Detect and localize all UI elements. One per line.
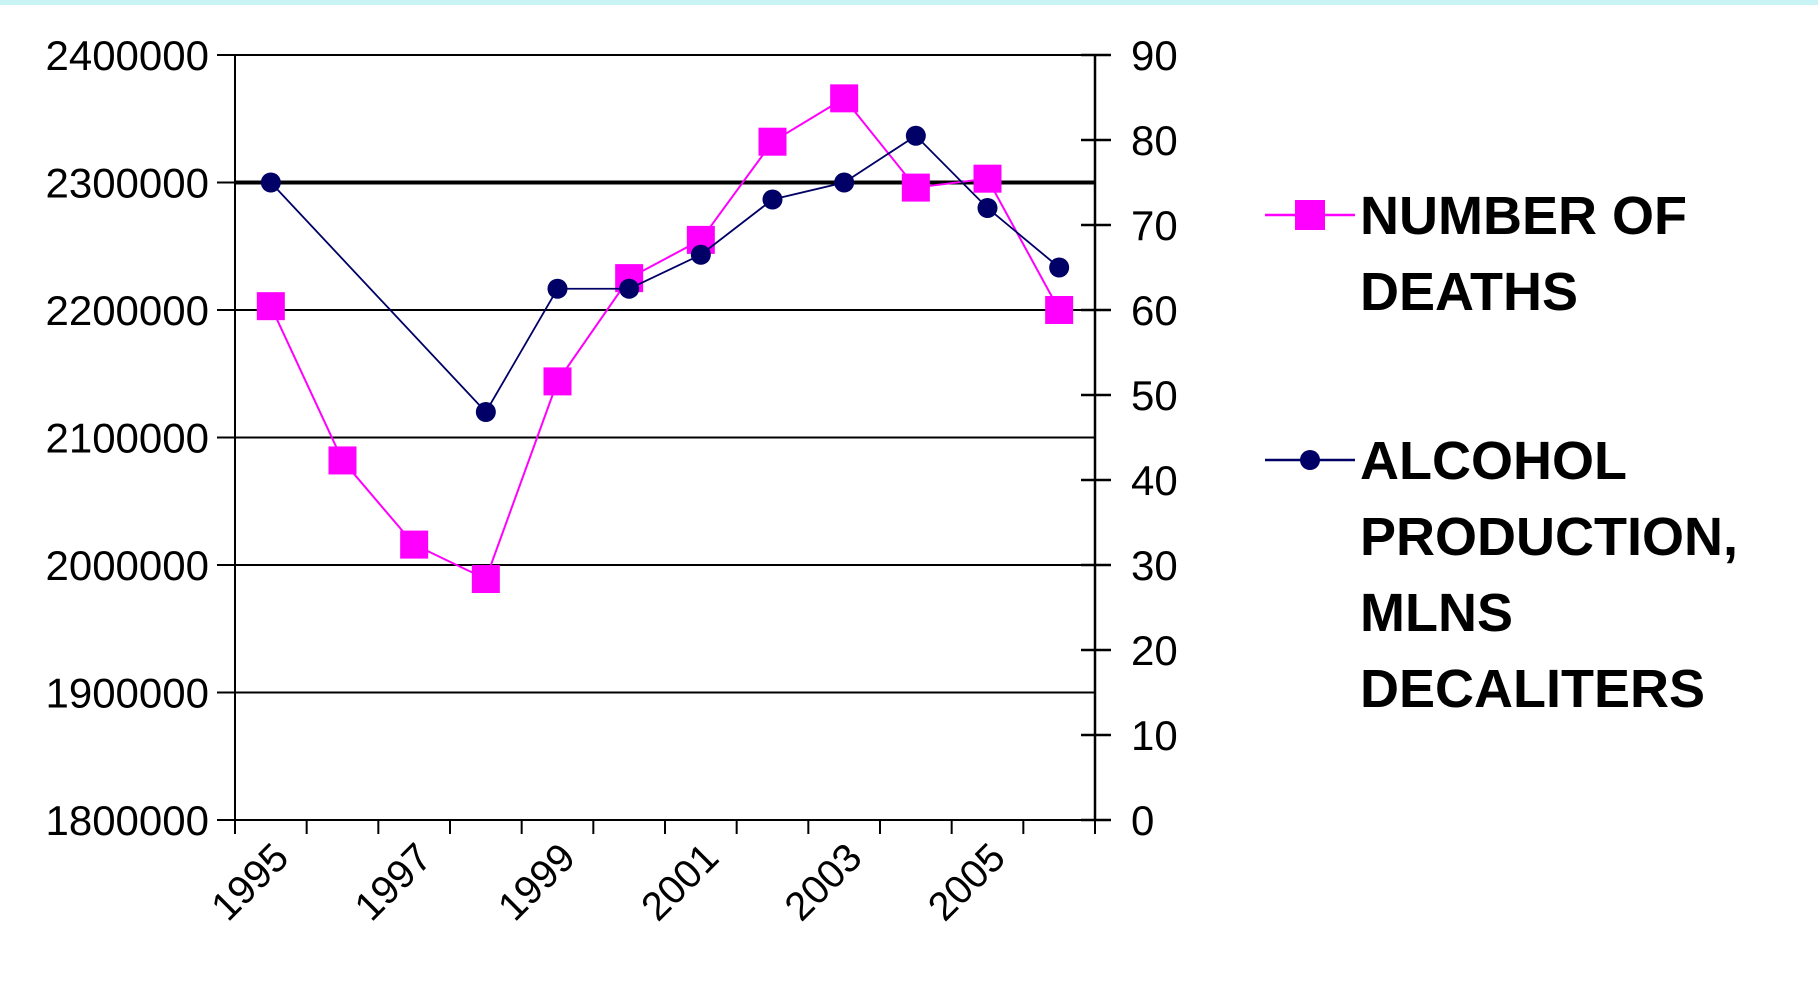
x-tick-label: 2001 <box>633 835 727 929</box>
y-left-tick-label: 1800000 <box>45 797 209 844</box>
x-tick-label: 1999 <box>490 835 584 929</box>
deaths-series-line <box>269 97 1061 581</box>
y-right-tick-label: 30 <box>1131 542 1178 589</box>
y-right-tick-label: 70 <box>1131 202 1178 249</box>
alcohol-point-marker <box>475 402 496 422</box>
x-tick-label: 1997 <box>346 835 440 929</box>
y-right-tick-label: 10 <box>1131 712 1178 759</box>
legend-alcohol-label: MLNS <box>1360 583 1513 643</box>
top-accent-strip <box>0 0 1818 5</box>
deaths-point-marker <box>328 446 357 475</box>
legend-alcohol-label: DECALITERS <box>1360 659 1705 719</box>
deaths-point-marker <box>830 84 859 113</box>
deaths-point-marker <box>901 173 930 202</box>
deaths-point-marker <box>1045 296 1074 324</box>
y-left-tick-label: 2000000 <box>45 542 209 589</box>
x-tick-label: 2005 <box>920 835 1014 929</box>
y-right-tick-label: 0 <box>1131 797 1154 844</box>
y-left-tick-label: 2200000 <box>45 287 209 334</box>
x-tick-label: 1995 <box>203 835 297 929</box>
alcohol-point-marker <box>762 189 783 210</box>
y-right-tick-label: 90 <box>1131 32 1178 79</box>
deaths-point-marker <box>256 292 285 321</box>
alcohol-series-line <box>270 134 1060 414</box>
legend-deaths-marker <box>1295 200 1325 230</box>
alcohol-point-marker <box>260 172 281 193</box>
y-right-tick-label: 80 <box>1131 117 1178 164</box>
alcohol-point-marker <box>834 172 855 193</box>
y-right-tick-label: 60 <box>1131 287 1178 334</box>
legend-deaths-label: NUMBER OF <box>1360 186 1687 246</box>
alcohol-point-marker <box>905 125 926 146</box>
deaths-point-marker <box>758 127 787 156</box>
alcohol-point-marker <box>977 198 998 218</box>
deaths-point-marker <box>400 530 429 559</box>
alcohol-point-marker <box>619 278 640 299</box>
y-right-tick-label: 50 <box>1131 372 1178 419</box>
y-left-tick-label: 1900000 <box>45 670 209 717</box>
legend-alcohol-label: ALCOHOL <box>1360 431 1627 491</box>
legend-alcohol-marker <box>1300 450 1320 470</box>
y-right-tick-label: 20 <box>1131 627 1178 674</box>
y-right-tick-label: 40 <box>1131 457 1178 504</box>
alcohol-point-marker <box>1049 257 1070 278</box>
y-left-tick-label: 2300000 <box>45 160 209 207</box>
y-left-tick-label: 2400000 <box>45 32 209 79</box>
alcohol-point-marker <box>690 244 711 265</box>
deaths-point-marker <box>973 164 1002 193</box>
legend-alcohol-label: PRODUCTION, <box>1360 507 1738 567</box>
alcohol-point-marker <box>547 278 568 299</box>
y-left-tick-label: 2100000 <box>45 415 209 462</box>
x-tick-label: 2003 <box>776 835 870 929</box>
legend-deaths-label: DEATHS <box>1360 262 1578 322</box>
deaths-point-marker <box>471 565 500 594</box>
deaths-point-marker <box>543 367 572 396</box>
